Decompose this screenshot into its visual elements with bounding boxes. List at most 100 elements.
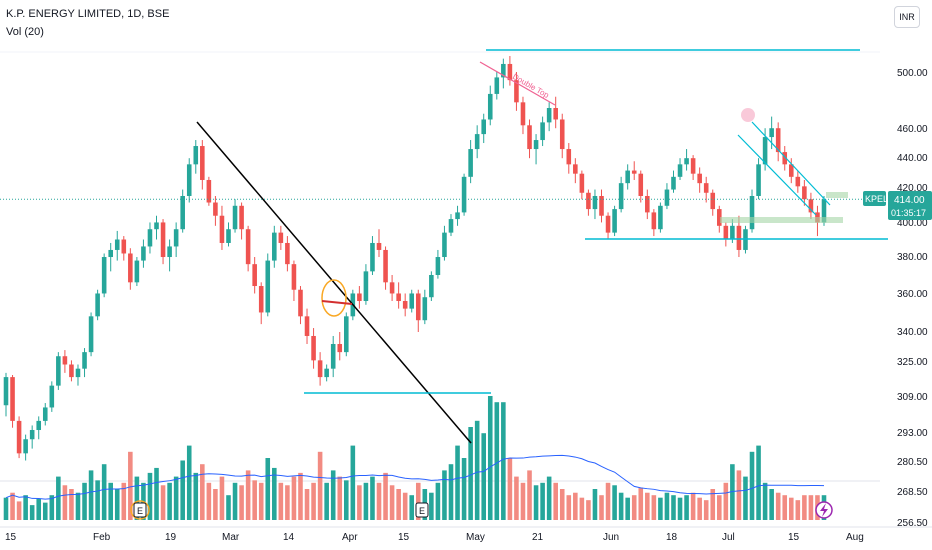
candle xyxy=(599,195,604,216)
volume-bar xyxy=(343,480,349,520)
volume-bar xyxy=(370,476,375,520)
volume-ma-line xyxy=(5,454,825,500)
volume-bar xyxy=(409,495,415,520)
candle xyxy=(389,282,395,294)
volume-bar xyxy=(402,492,408,520)
volume-bar xyxy=(245,470,251,520)
volume-bar xyxy=(612,485,617,520)
candle xyxy=(690,158,696,174)
volume-bar xyxy=(128,451,133,520)
volume-bar xyxy=(265,458,271,520)
candle xyxy=(213,202,218,216)
candle xyxy=(415,293,421,321)
candle xyxy=(114,239,120,250)
candle xyxy=(795,176,801,187)
candle xyxy=(128,253,133,283)
candle xyxy=(232,205,238,230)
candle xyxy=(330,344,336,369)
volume-bar xyxy=(258,482,264,520)
volume-bar xyxy=(101,464,107,520)
candle xyxy=(717,209,722,226)
price-tick-label: 460.00 xyxy=(897,124,928,135)
candle xyxy=(370,242,375,272)
candle xyxy=(160,222,166,258)
price-tick-label: 420.00 xyxy=(897,183,928,194)
volume-bar xyxy=(193,472,199,520)
candle xyxy=(435,257,441,275)
candle xyxy=(461,176,467,213)
chart-title: K.P. ENERGY LIMITED, 1D, BSE xyxy=(6,8,170,20)
volume-bar xyxy=(337,476,343,520)
volume-bar xyxy=(533,485,539,520)
volume-bar xyxy=(762,482,768,520)
volume-bar xyxy=(357,485,362,520)
candle xyxy=(10,377,15,421)
volume-bar xyxy=(200,464,205,520)
volume-bar xyxy=(690,492,696,520)
candle xyxy=(56,356,61,386)
candle xyxy=(697,173,702,184)
price-tick-label: 400.00 xyxy=(897,218,928,229)
candle xyxy=(559,119,565,150)
volume-bar xyxy=(592,489,598,520)
candle xyxy=(285,242,290,265)
candle xyxy=(402,301,408,309)
candle xyxy=(671,176,676,190)
lightning-icon xyxy=(815,501,833,519)
lightning-bolt xyxy=(820,503,828,517)
volume-bar xyxy=(389,485,395,520)
candle xyxy=(29,430,35,440)
volume-bar xyxy=(213,489,218,520)
candle xyxy=(343,316,349,353)
candle xyxy=(16,420,22,454)
symbol-tag xyxy=(863,191,886,206)
volume-bar xyxy=(455,445,460,520)
candle xyxy=(736,225,742,250)
volume-bar xyxy=(82,482,87,520)
candle xyxy=(788,164,794,177)
volume-bar xyxy=(501,402,506,520)
volume-bar xyxy=(553,482,558,520)
volume-bar xyxy=(69,489,74,520)
volume-bar xyxy=(658,497,663,520)
candle xyxy=(782,152,788,165)
candle xyxy=(180,195,185,230)
candle xyxy=(167,246,172,258)
volume-bar xyxy=(697,497,702,520)
volume-bar xyxy=(795,500,801,520)
volume-bar xyxy=(638,487,644,520)
volume-indicator-label[interactable]: Vol (20) xyxy=(6,26,44,38)
volume-bar xyxy=(239,485,244,520)
volume-bar xyxy=(749,451,755,520)
volume-bar xyxy=(631,495,637,520)
candle xyxy=(147,229,153,247)
volume-bar xyxy=(3,497,9,520)
currency-button[interactable]: INR xyxy=(894,6,920,28)
volume-bar xyxy=(782,495,788,520)
candle xyxy=(101,257,107,294)
candle xyxy=(337,344,343,353)
candle xyxy=(442,232,447,258)
volume-bar xyxy=(788,497,794,520)
volume-bar xyxy=(442,470,447,520)
volume-bar xyxy=(468,427,473,520)
last-price-tag xyxy=(888,191,932,220)
candle xyxy=(592,195,598,210)
candle xyxy=(514,80,519,103)
candle xyxy=(82,352,87,369)
time-tick-label: May xyxy=(466,532,485,543)
candle xyxy=(507,63,513,81)
candle xyxy=(252,264,257,287)
earnings-badge xyxy=(415,502,429,518)
candle xyxy=(226,229,231,243)
volume-bar xyxy=(808,495,814,520)
price-tick-label: 380.00 xyxy=(897,252,928,263)
price-tick-label: 360.00 xyxy=(897,289,928,300)
price-tick-label: 256.50 xyxy=(897,518,928,529)
price-tick-label: 309.00 xyxy=(897,392,928,403)
earnings-highlight xyxy=(130,500,150,520)
candle xyxy=(481,119,487,135)
candles xyxy=(3,56,827,461)
volume-bar xyxy=(173,476,179,520)
